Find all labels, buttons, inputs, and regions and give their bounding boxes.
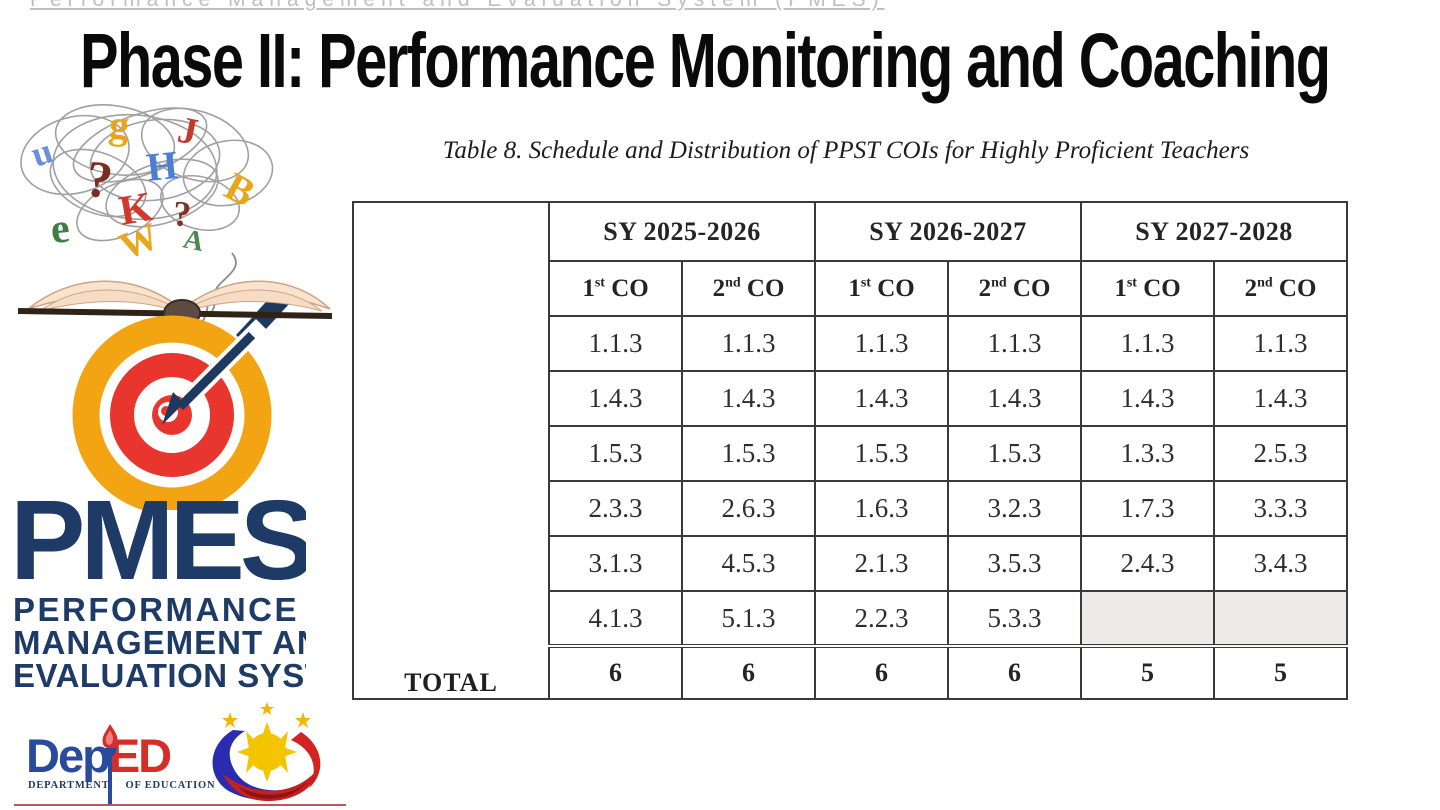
coi-cell: 1.5.3 bbox=[814, 425, 949, 482]
coi-cell: 1.6.3 bbox=[814, 480, 949, 537]
blue-swoosh-icon bbox=[212, 730, 315, 800]
table-row: 1.4.3 1.4.3 1.4.3 1.4.3 1.4.3 1.4.3 bbox=[353, 370, 1348, 427]
table-row: 4.1.3 5.1.3 2.2.3 5.3.3 bbox=[353, 590, 1348, 647]
coi-cell: 4.5.3 bbox=[681, 535, 816, 592]
coi-cell: 3.3.3 bbox=[1213, 480, 1348, 537]
sun-icon bbox=[222, 702, 311, 782]
red-inner-band-icon bbox=[237, 782, 307, 799]
coi-cell: 2.6.3 bbox=[681, 480, 816, 537]
coi-cell: 3.4.3 bbox=[1213, 535, 1348, 592]
coi-cell: 1.5.3 bbox=[681, 425, 816, 482]
scribble-cloud-icon bbox=[20, 104, 274, 242]
deped-subtitle-left: DEPARTMENT bbox=[28, 780, 110, 791]
deped-subtitle: DEPARTMENT OF EDUCATION bbox=[28, 780, 215, 791]
pmes-line-management: MANAGEMENT AND bbox=[13, 624, 306, 661]
total-value: 5 bbox=[1080, 644, 1215, 700]
total-row-label: TOTAL bbox=[352, 201, 550, 700]
coi-cell: 2.1.3 bbox=[814, 535, 949, 592]
clipped-header-text: Performance Management and Evaluation Sy… bbox=[30, 0, 885, 11]
coi-cell: 1.3.3 bbox=[1080, 425, 1215, 482]
torch-icon bbox=[102, 724, 118, 804]
scribble-letters: u g J H ? K ? e W A B bbox=[26, 101, 262, 268]
header-co-2nd-sy1: 2nd CO bbox=[681, 260, 816, 317]
table-row: 1.1.3 1.1.3 1.1.3 1.1.3 1.1.3 1.1.3 bbox=[353, 315, 1348, 372]
coi-cell-empty bbox=[1080, 590, 1215, 647]
table-caption: Table 8. Schedule and Distribution of PP… bbox=[442, 137, 1250, 164]
slide-title: Phase II: Performance Monitoring and Coa… bbox=[80, 17, 1331, 104]
total-value: 6 bbox=[947, 644, 1082, 700]
coi-cell: 5.1.3 bbox=[681, 590, 816, 647]
coi-cell: 1.4.3 bbox=[1080, 370, 1215, 427]
coi-cell: 5.3.3 bbox=[947, 590, 1082, 647]
deped-text-ed: ED bbox=[108, 729, 172, 782]
coi-cell: 1.4.3 bbox=[1213, 370, 1348, 427]
red-swoosh-icon bbox=[291, 732, 321, 788]
total-value: 6 bbox=[548, 644, 683, 700]
table-row: 1.5.3 1.5.3 1.5.3 1.5.3 1.3.3 2.5.3 bbox=[353, 425, 1348, 482]
coi-cell: 1.1.3 bbox=[681, 315, 816, 372]
coi-cell-empty bbox=[1213, 590, 1348, 647]
coi-cell: 1.1.3 bbox=[947, 315, 1082, 372]
coi-cell: 3.1.3 bbox=[548, 535, 683, 592]
bagong-pilipinas-logo bbox=[212, 702, 321, 802]
pmes-logo-illustration: u g J H ? K ? e W A B bbox=[17, 101, 332, 510]
pmes-acronym: PMES bbox=[10, 477, 306, 603]
header-co-1st-sy2: 1st CO bbox=[814, 260, 949, 317]
coi-cell: 2.4.3 bbox=[1080, 535, 1215, 592]
coi-cell: 1.1.3 bbox=[814, 315, 949, 372]
coi-cell: 1.4.3 bbox=[947, 370, 1082, 427]
coi-cell: 1.7.3 bbox=[1080, 480, 1215, 537]
pmes-line-evaluation: EVALUATION SYSTEM bbox=[13, 657, 306, 694]
pmes-line-performance: PERFORMANCE bbox=[13, 591, 300, 628]
footer-red-rule bbox=[14, 804, 346, 806]
coi-cell: 1.5.3 bbox=[947, 425, 1082, 482]
coi-cell: 4.1.3 bbox=[548, 590, 683, 647]
table-row: 2.3.3 2.6.3 1.6.3 3.2.3 1.7.3 3.3.3 bbox=[353, 480, 1348, 537]
coi-cell: 1.4.3 bbox=[548, 370, 683, 427]
coi-cell: 1.1.3 bbox=[1080, 315, 1215, 372]
deped-subtitle-right: OF EDUCATION bbox=[125, 780, 216, 791]
header-co-1st-sy3: 1st CO bbox=[1080, 260, 1215, 317]
total-row: 6 6 6 6 5 5 bbox=[353, 644, 1348, 700]
target-icon bbox=[72, 315, 272, 510]
coi-cell: 3.5.3 bbox=[947, 535, 1082, 592]
coi-cell: 2.2.3 bbox=[814, 590, 949, 647]
clipped-header-line: Performance Management and Evaluation Sy… bbox=[30, 0, 1340, 11]
letter-h: H bbox=[144, 142, 180, 190]
coi-cell: 1.5.3 bbox=[548, 425, 683, 482]
table-row: 3.1.3 4.5.3 2.1.3 3.5.3 2.4.3 3.4.3 bbox=[353, 535, 1348, 592]
total-value: 5 bbox=[1213, 644, 1348, 700]
letter-g: g bbox=[107, 101, 132, 148]
total-value: 6 bbox=[681, 644, 816, 700]
coi-cell: 2.3.3 bbox=[548, 480, 683, 537]
header-co-2nd-sy2: 2nd CO bbox=[947, 260, 1082, 317]
coi-cell: 1.1.3 bbox=[548, 315, 683, 372]
header-sy-2026-2027: SY 2026-2027 bbox=[814, 201, 1082, 262]
total-value: 6 bbox=[814, 644, 949, 700]
pmes-wordmark: PMES PERFORMANCE MANAGEMENT AND EVALUATI… bbox=[0, 0, 306, 810]
coi-cell: 1.4.3 bbox=[681, 370, 816, 427]
coi-cell: 3.2.3 bbox=[947, 480, 1082, 537]
coi-cell: 1.1.3 bbox=[1213, 315, 1348, 372]
header-co-2nd-sy3: 2nd CO bbox=[1213, 260, 1348, 317]
coi-schedule-table: TOTAL SY 2025-2026 SY 2026-2027 SY 2027-… bbox=[352, 201, 1348, 700]
header-sy-2025-2026: SY 2025-2026 bbox=[548, 201, 816, 262]
letter-e: e bbox=[49, 206, 72, 253]
header-co-1st-sy1: 1st CO bbox=[548, 260, 683, 317]
coi-cell: 2.5.3 bbox=[1213, 425, 1348, 482]
header-sy-2027-2028: SY 2027-2028 bbox=[1080, 201, 1348, 262]
question-mark-2: ? bbox=[171, 193, 192, 234]
coi-cell: 1.4.3 bbox=[814, 370, 949, 427]
deped-logo: DepED DEPARTMENT OF EDUCATION bbox=[26, 724, 215, 804]
